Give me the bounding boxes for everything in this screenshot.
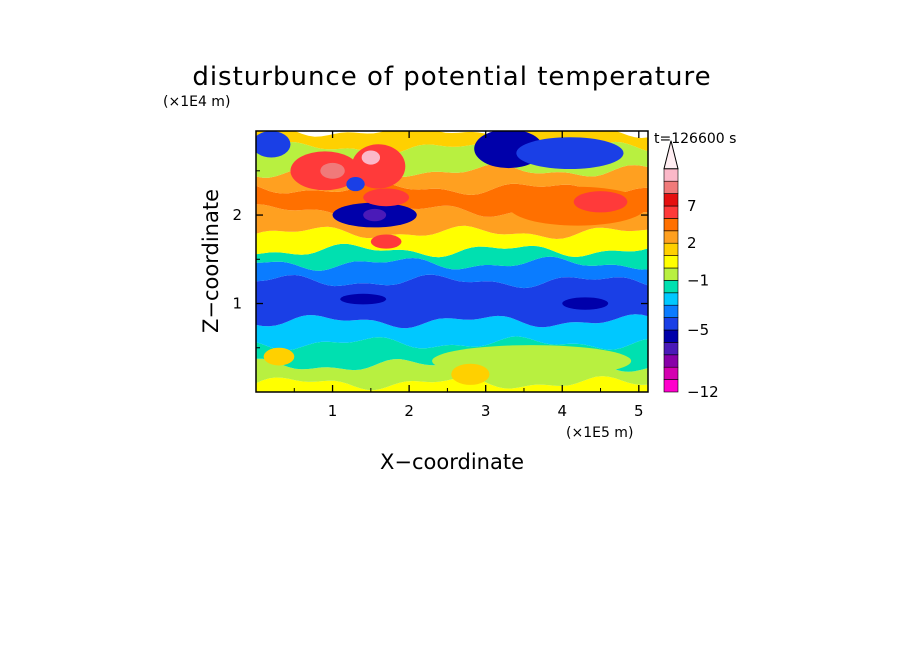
colorbar-level [663, 255, 679, 269]
chart-title: disturbunce of potential temperature [192, 62, 711, 92]
time-label: t=126600 s [654, 131, 736, 147]
x-tick-label: 4 [557, 402, 567, 420]
colorbar-label: 2 [687, 234, 697, 252]
contour-feature [320, 162, 345, 179]
y-axis: 12 [232, 170, 648, 349]
plot-area [256, 131, 648, 392]
x-axis-label: X−coordinate [380, 450, 524, 474]
contour-band [256, 225, 648, 258]
plot-frame [255, 130, 649, 393]
contour-band [256, 274, 648, 329]
colorbar-label: 7 [687, 197, 697, 215]
colorbar-label: −12 [687, 383, 719, 401]
colorbar-level [663, 230, 679, 244]
colorbar-label: −1 [687, 271, 709, 289]
colorbar-level [663, 280, 679, 294]
y-axis-label: Z−coordinate [199, 189, 223, 333]
x-tick-label: 1 [328, 402, 338, 420]
contour-feature [340, 293, 387, 305]
x-axis: 1 2 3 4 5 [293, 131, 644, 420]
contour-band [256, 256, 648, 289]
colorbar-level [663, 329, 679, 343]
x-tick-label: 3 [481, 402, 491, 420]
x-tick-label: 5 [634, 402, 644, 420]
y-axis-unit: (×1E4 m) [163, 94, 230, 110]
contour-feature [451, 363, 490, 385]
contour-feature [363, 188, 410, 207]
contour-feature [361, 150, 381, 165]
colorbar-label: −5 [687, 321, 709, 339]
contour-band [256, 243, 648, 271]
contour-feature [363, 208, 387, 222]
contour-feature [263, 347, 295, 366]
contour-feature [562, 297, 609, 310]
colorbar-level [663, 180, 679, 194]
colorbar-level [663, 292, 679, 306]
colorbar-level [663, 168, 679, 182]
colorbar-level [663, 267, 679, 281]
contour-feature [573, 191, 628, 213]
colorbar-level [663, 242, 679, 256]
colorbar-level [663, 379, 679, 393]
colorbar-level [663, 205, 679, 219]
colorbar-level [663, 193, 679, 207]
contour-feature [346, 177, 365, 192]
contour-band [256, 314, 648, 351]
colorbar-level [663, 304, 679, 318]
x-axis-unit: (×1E5 m) [566, 425, 633, 441]
colorbar-level [663, 342, 679, 356]
contour-feature [370, 234, 402, 249]
colorbar-extend-arrow [663, 140, 679, 170]
contour-feature [256, 131, 291, 158]
colorbar: −12−5−127 [663, 140, 719, 401]
colorbar-level [663, 218, 679, 232]
colorbar-level [663, 354, 679, 368]
colorbar-level [663, 317, 679, 331]
contour-band [256, 376, 648, 392]
contour-feature [516, 137, 624, 170]
x-tick-label: 2 [404, 402, 414, 420]
colorbar-level [663, 366, 679, 380]
y-tick-label: 2 [232, 206, 242, 224]
y-tick-label: 1 [232, 295, 242, 313]
